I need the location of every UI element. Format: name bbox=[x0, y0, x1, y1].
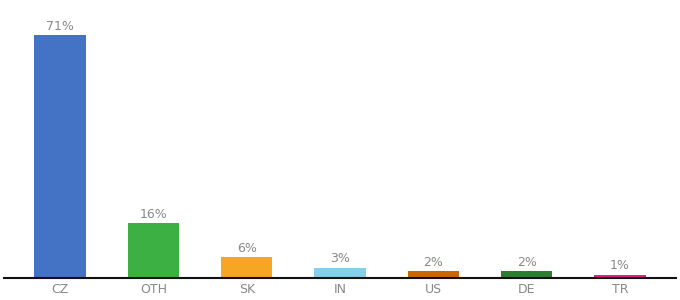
Text: 71%: 71% bbox=[46, 20, 74, 33]
Bar bbox=[407, 271, 459, 278]
Text: 3%: 3% bbox=[330, 252, 350, 265]
Text: 6%: 6% bbox=[237, 242, 256, 255]
Bar bbox=[594, 274, 645, 278]
Text: 2%: 2% bbox=[424, 256, 443, 269]
Bar bbox=[221, 257, 273, 278]
Bar bbox=[501, 271, 552, 278]
Text: 2%: 2% bbox=[517, 256, 537, 269]
Bar bbox=[35, 35, 86, 278]
Text: 16%: 16% bbox=[139, 208, 167, 221]
Bar bbox=[128, 223, 179, 278]
Bar bbox=[314, 268, 366, 278]
Text: 1%: 1% bbox=[610, 259, 630, 272]
